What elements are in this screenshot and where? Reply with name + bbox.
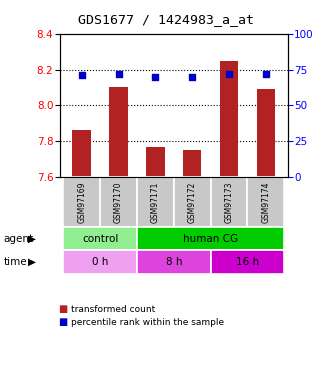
Text: ▶: ▶	[28, 257, 36, 267]
Text: agent: agent	[3, 234, 33, 244]
FancyBboxPatch shape	[137, 227, 284, 251]
Text: GSM97173: GSM97173	[224, 182, 234, 223]
Text: 8 h: 8 h	[166, 257, 182, 267]
Point	[226, 71, 232, 77]
Point	[79, 72, 84, 78]
Text: GDS1677 / 1424983_a_at: GDS1677 / 1424983_a_at	[77, 13, 254, 26]
FancyBboxPatch shape	[137, 177, 174, 227]
Text: GSM97169: GSM97169	[77, 182, 86, 223]
Text: 0 h: 0 h	[92, 257, 108, 267]
Point	[153, 74, 158, 80]
Point	[190, 74, 195, 80]
FancyBboxPatch shape	[63, 227, 137, 251]
Bar	[220, 61, 238, 177]
Text: ■: ■	[58, 304, 67, 314]
FancyBboxPatch shape	[174, 177, 211, 227]
Text: time: time	[3, 257, 27, 267]
Point	[263, 71, 268, 77]
FancyBboxPatch shape	[137, 251, 211, 274]
FancyBboxPatch shape	[248, 177, 284, 227]
Bar	[146, 147, 165, 177]
Text: GSM97174: GSM97174	[261, 182, 270, 223]
Text: control: control	[82, 234, 118, 244]
Text: ▶: ▶	[28, 234, 36, 244]
Bar	[72, 130, 91, 177]
FancyBboxPatch shape	[100, 177, 137, 227]
Text: GSM97170: GSM97170	[114, 182, 123, 223]
Bar	[183, 150, 201, 177]
FancyBboxPatch shape	[63, 177, 100, 227]
Text: ■: ■	[58, 318, 67, 327]
Text: transformed count: transformed count	[71, 305, 156, 314]
FancyBboxPatch shape	[211, 251, 284, 274]
Point	[116, 71, 121, 77]
Bar	[109, 87, 128, 177]
Text: human CG: human CG	[183, 234, 238, 244]
FancyBboxPatch shape	[211, 177, 248, 227]
Text: GSM97171: GSM97171	[151, 182, 160, 223]
FancyBboxPatch shape	[63, 251, 137, 274]
Text: percentile rank within the sample: percentile rank within the sample	[71, 318, 224, 327]
Text: 16 h: 16 h	[236, 257, 259, 267]
Text: GSM97172: GSM97172	[188, 182, 197, 223]
Bar	[257, 89, 275, 177]
